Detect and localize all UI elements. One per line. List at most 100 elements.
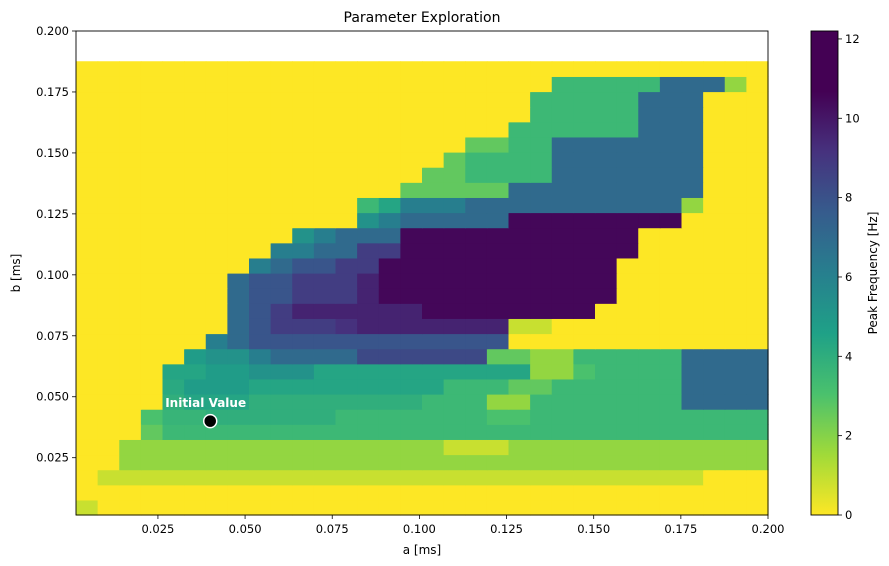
heatmap-cell bbox=[292, 409, 315, 425]
heatmap-cell bbox=[119, 288, 142, 304]
heatmap-cell bbox=[486, 424, 510, 440]
heatmap-cell bbox=[292, 212, 315, 229]
heatmap-cell bbox=[486, 439, 510, 456]
heatmap-cell bbox=[508, 363, 531, 380]
heatmap-cell bbox=[486, 197, 510, 214]
heatmap-cell bbox=[249, 333, 272, 350]
heatmap-cell bbox=[551, 197, 574, 214]
heatmap-cell bbox=[400, 273, 423, 289]
heatmap-cell bbox=[227, 182, 250, 198]
heatmap-cell bbox=[97, 227, 120, 244]
heatmap-cell bbox=[378, 152, 401, 168]
heatmap-cell bbox=[530, 212, 553, 229]
heatmap-cell bbox=[249, 409, 272, 425]
plot-frame bbox=[75, 30, 769, 516]
heatmap-cell bbox=[724, 121, 747, 138]
heatmap-cell bbox=[659, 484, 683, 501]
heatmap-cell bbox=[638, 303, 661, 319]
heatmap-cell bbox=[313, 424, 337, 440]
heatmap-cell bbox=[443, 499, 466, 516]
heatmap-cell bbox=[184, 469, 207, 486]
heatmap-cell bbox=[205, 182, 228, 198]
heatmap-cell bbox=[119, 212, 142, 229]
heatmap-cell bbox=[551, 76, 574, 93]
heatmap-cell bbox=[162, 424, 185, 440]
heatmap-cell bbox=[119, 348, 142, 365]
heatmap-cell bbox=[465, 439, 488, 456]
heatmap-cell bbox=[573, 182, 596, 198]
heatmap-cell bbox=[659, 394, 683, 410]
heatmap-cell bbox=[205, 499, 228, 516]
heatmap-cell bbox=[357, 106, 380, 123]
heatmap-cell bbox=[205, 333, 228, 350]
heatmap-cell bbox=[595, 121, 618, 138]
x-axis: 0.025 0.050 0.075 0.100 0.125 0.150 0.175 0.200 bbox=[141, 515, 784, 536]
heatmap-cell bbox=[227, 333, 250, 350]
heatmap-cell bbox=[400, 363, 423, 380]
heatmap-cell bbox=[119, 318, 142, 335]
heatmap-cell bbox=[249, 182, 272, 198]
heatmap-cell bbox=[335, 288, 358, 304]
heatmap-cell bbox=[184, 484, 207, 501]
heatmap-cell bbox=[465, 212, 488, 229]
heatmap-cell bbox=[162, 61, 185, 77]
heatmap-cell bbox=[746, 424, 769, 440]
heatmap-cell bbox=[357, 484, 380, 501]
heatmap-cell bbox=[292, 363, 315, 380]
heatmap-cell bbox=[140, 227, 164, 244]
heatmap-cell bbox=[313, 454, 337, 471]
heatmap-cell bbox=[724, 454, 747, 471]
heatmap-cell bbox=[724, 182, 747, 198]
heatmap-cell bbox=[162, 303, 185, 319]
heatmap-cell bbox=[227, 152, 250, 168]
heatmap-cell bbox=[443, 394, 466, 410]
heatmap-cell bbox=[746, 469, 769, 486]
heatmap-cell bbox=[378, 439, 401, 456]
heatmap-cell bbox=[378, 136, 401, 153]
heatmap-cell bbox=[422, 167, 445, 183]
heatmap-cell bbox=[76, 91, 99, 108]
heatmap-cell bbox=[357, 424, 380, 440]
heatmap-cell bbox=[335, 257, 358, 274]
heatmap-cell bbox=[270, 227, 293, 244]
heatmap-cell bbox=[227, 409, 250, 425]
heatmap-cell bbox=[595, 439, 618, 456]
heatmap-cell bbox=[595, 106, 618, 123]
heatmap-cell bbox=[573, 318, 596, 335]
heatmap-cell bbox=[616, 394, 639, 410]
heatmap-cell bbox=[140, 318, 164, 335]
heatmap-cell bbox=[443, 454, 466, 471]
heatmap-cell bbox=[162, 121, 185, 138]
heatmap-cell bbox=[249, 136, 272, 153]
heatmap-cell bbox=[595, 409, 618, 425]
heatmap-cell bbox=[703, 273, 726, 289]
heatmap-cell bbox=[205, 348, 228, 365]
heatmap-cell bbox=[703, 439, 726, 456]
heatmap-cell bbox=[638, 227, 661, 244]
heatmap-cell bbox=[486, 106, 510, 123]
heatmap-cell bbox=[724, 333, 747, 350]
heatmap-cell bbox=[184, 363, 207, 380]
heatmap-cell bbox=[681, 257, 704, 274]
heatmap-cell bbox=[162, 318, 185, 335]
heatmap-cell bbox=[465, 348, 488, 365]
heatmap-cell bbox=[227, 106, 250, 123]
heatmap-cell bbox=[97, 91, 120, 108]
heatmap-cell bbox=[530, 439, 553, 456]
heatmap-cell bbox=[616, 91, 639, 108]
heatmap-cell bbox=[422, 273, 445, 289]
heatmap-cell bbox=[530, 167, 553, 183]
heatmap-cell bbox=[681, 318, 704, 335]
heatmap-cell bbox=[76, 348, 99, 365]
heatmap-cell bbox=[357, 303, 380, 319]
heatmap-cell bbox=[681, 121, 704, 138]
heatmap-cell bbox=[357, 167, 380, 183]
heatmap-cell bbox=[443, 348, 466, 365]
heatmap-cell bbox=[119, 182, 142, 198]
heatmap-cell bbox=[465, 91, 488, 108]
heatmap-cell bbox=[357, 182, 380, 198]
heatmap-cell bbox=[638, 484, 661, 501]
y-tick-label: 0.150 bbox=[36, 146, 69, 160]
heatmap-cell bbox=[422, 106, 445, 123]
heatmap-cell bbox=[140, 242, 164, 259]
